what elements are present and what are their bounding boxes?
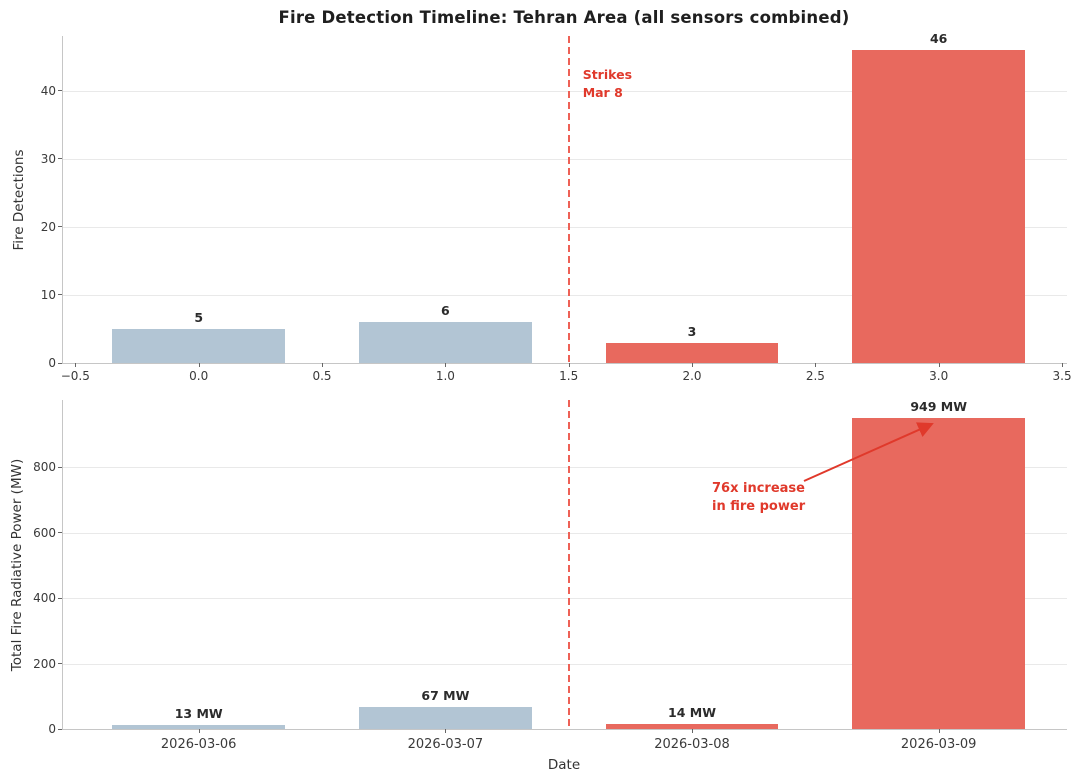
gridline — [63, 467, 1067, 469]
x-tick-label: 0.0 — [189, 369, 209, 383]
x-tick-mark — [322, 363, 323, 367]
increase-annotation: 76x increase in fire power — [712, 481, 806, 515]
y-tick-mark — [58, 362, 62, 364]
x-tick-label: 0.5 — [312, 369, 332, 383]
y-tick-mark — [58, 532, 62, 534]
bar — [852, 49, 1026, 363]
bar-value-label: 46 — [929, 30, 948, 46]
y-tick-mark — [58, 226, 62, 228]
x-tick-label: 2026-03-09 — [900, 737, 977, 752]
x-axis-label-date: Date — [547, 757, 581, 773]
y-tick-label: 400 — [33, 591, 56, 606]
x-tick-label: 2026-03-07 — [407, 737, 484, 752]
x-tick-mark — [198, 363, 200, 367]
strike-day-line — [567, 400, 570, 729]
x-tick-mark — [198, 729, 200, 733]
gridline — [63, 663, 1067, 665]
gridline — [63, 158, 1067, 160]
x-tick-label: 1.5 — [559, 369, 579, 383]
y-tick-label: 200 — [33, 656, 56, 671]
x-tick-mark — [75, 363, 77, 367]
strike-day-line — [567, 36, 570, 363]
x-tick-label: −0.5 — [60, 369, 90, 383]
gridline — [63, 598, 1067, 600]
x-tick-mark — [938, 363, 940, 367]
y-axis-label-fire-power: Total Fire Radiative Power (MW) — [9, 458, 25, 672]
gridline — [63, 294, 1067, 296]
x-tick-mark — [445, 729, 447, 733]
bar-value-label: 13 MW — [174, 705, 223, 721]
y-tick-label: 40 — [40, 83, 56, 98]
y-tick-mark — [58, 466, 62, 468]
annotation-arrow-icon — [803, 422, 934, 482]
y-tick-label: 20 — [40, 219, 56, 234]
bar-value-label: 5 — [194, 309, 204, 325]
gridline — [63, 90, 1067, 92]
chart-title: Fire Detection Timeline: Tehran Area (al… — [278, 8, 850, 27]
y-tick-label: 10 — [40, 287, 56, 302]
bar — [112, 724, 285, 729]
x-tick-mark — [445, 363, 447, 367]
x-tick-mark — [938, 729, 940, 733]
gridline — [63, 532, 1067, 534]
y-tick-mark — [58, 663, 62, 664]
x-tick-label: 2.0 — [682, 369, 702, 383]
bar — [112, 328, 285, 363]
bar-value-label: 67 MW — [421, 688, 470, 704]
bar — [605, 724, 779, 729]
y-tick-label: 0 — [48, 722, 56, 736]
y-tick-mark — [58, 294, 62, 296]
bar-value-label: 3 — [687, 323, 697, 339]
x-tick-label: 2.5 — [805, 369, 825, 383]
bar — [605, 342, 779, 363]
x-tick-label: 2026-03-08 — [654, 737, 730, 752]
x-tick-label: 3.0 — [929, 369, 949, 383]
bar-value-label: 6 — [441, 303, 450, 319]
fire-detections-panel: Strikes Mar 8 0 10 20 30 40 −0.5 0.0 0.5 1.0 1.5 2… — [41, 31, 1072, 383]
x-tick-mark — [568, 363, 570, 367]
strikes-annotation: Strikes Mar 8 — [582, 67, 633, 100]
y-tick-label: 800 — [33, 460, 56, 475]
x-tick-mark — [692, 363, 693, 367]
x-tick-label: 3.5 — [1052, 369, 1072, 383]
y-tick-mark — [58, 90, 62, 91]
bar — [359, 322, 532, 363]
x-tick-mark — [815, 363, 817, 367]
x-tick-label: 2026-03-06 — [160, 737, 237, 752]
y-tick-label: 30 — [40, 151, 56, 166]
y-tick-mark — [58, 158, 62, 160]
bar — [852, 418, 1026, 729]
bar-value-label: 949 MW — [910, 399, 968, 415]
x-tick-mark — [1062, 363, 1064, 367]
x-tick-label: 1.0 — [435, 369, 455, 383]
y-axis-label-fire-detections: Fire Detections — [11, 149, 27, 251]
bar — [359, 707, 532, 729]
y-tick-label: 600 — [33, 525, 56, 540]
y-tick-mark — [58, 728, 62, 730]
y-tick-label: 0 — [48, 356, 56, 370]
fire-power-panel: 76x increase in fire power 0 200 400 600 800… — [33, 399, 1067, 752]
bar-value-label: 14 MW — [668, 705, 716, 721]
x-tick-mark — [692, 729, 693, 733]
y-tick-mark — [58, 597, 62, 599]
gridline — [63, 226, 1067, 228]
